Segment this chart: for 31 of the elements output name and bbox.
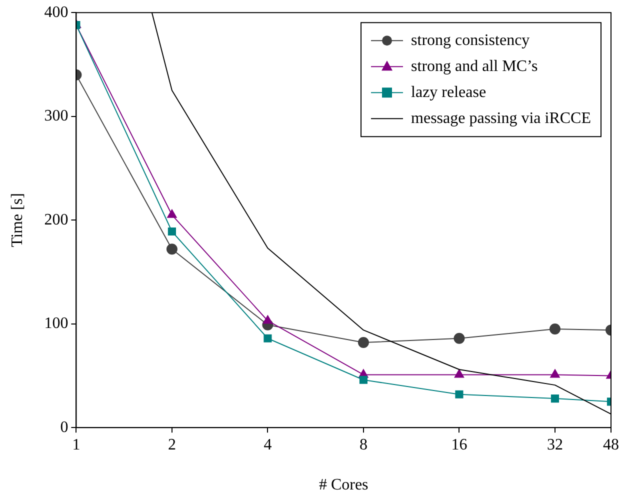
legend-label: lazy release	[411, 84, 486, 101]
legend-label: message passing via iRCCE	[411, 110, 591, 127]
x-tick-label: 4	[264, 436, 272, 454]
point	[262, 315, 273, 324]
point	[549, 324, 560, 335]
point	[168, 227, 176, 236]
x-tick-label: 1	[72, 436, 80, 454]
legend-label: strong and all MC’s	[411, 58, 538, 75]
point	[454, 332, 465, 344]
x-axis-title: # Cores	[318, 476, 368, 494]
y-tick-label: 0	[60, 418, 68, 436]
point	[454, 369, 464, 378]
x-tick-label: 16	[451, 436, 468, 454]
point	[455, 390, 464, 398]
point	[550, 369, 560, 378]
legend-label: strong consistency	[411, 32, 530, 49]
point	[264, 334, 272, 342]
x-tick-label: 48	[603, 436, 619, 454]
y-tick-label: 400	[44, 4, 68, 21]
point	[167, 209, 177, 218]
x-tick-label: 32	[546, 436, 563, 454]
point	[550, 394, 560, 403]
x-tick-label: 8	[359, 436, 368, 454]
y-tick-label: 100	[44, 315, 68, 332]
point	[358, 337, 369, 348]
point	[359, 376, 368, 384]
x-tick-label: 2	[168, 436, 176, 454]
y-tick-label: 300	[44, 108, 68, 125]
y-axis-title: Time [s]	[8, 193, 26, 248]
y-tick-label: 200	[44, 211, 68, 228]
point	[166, 244, 178, 255]
